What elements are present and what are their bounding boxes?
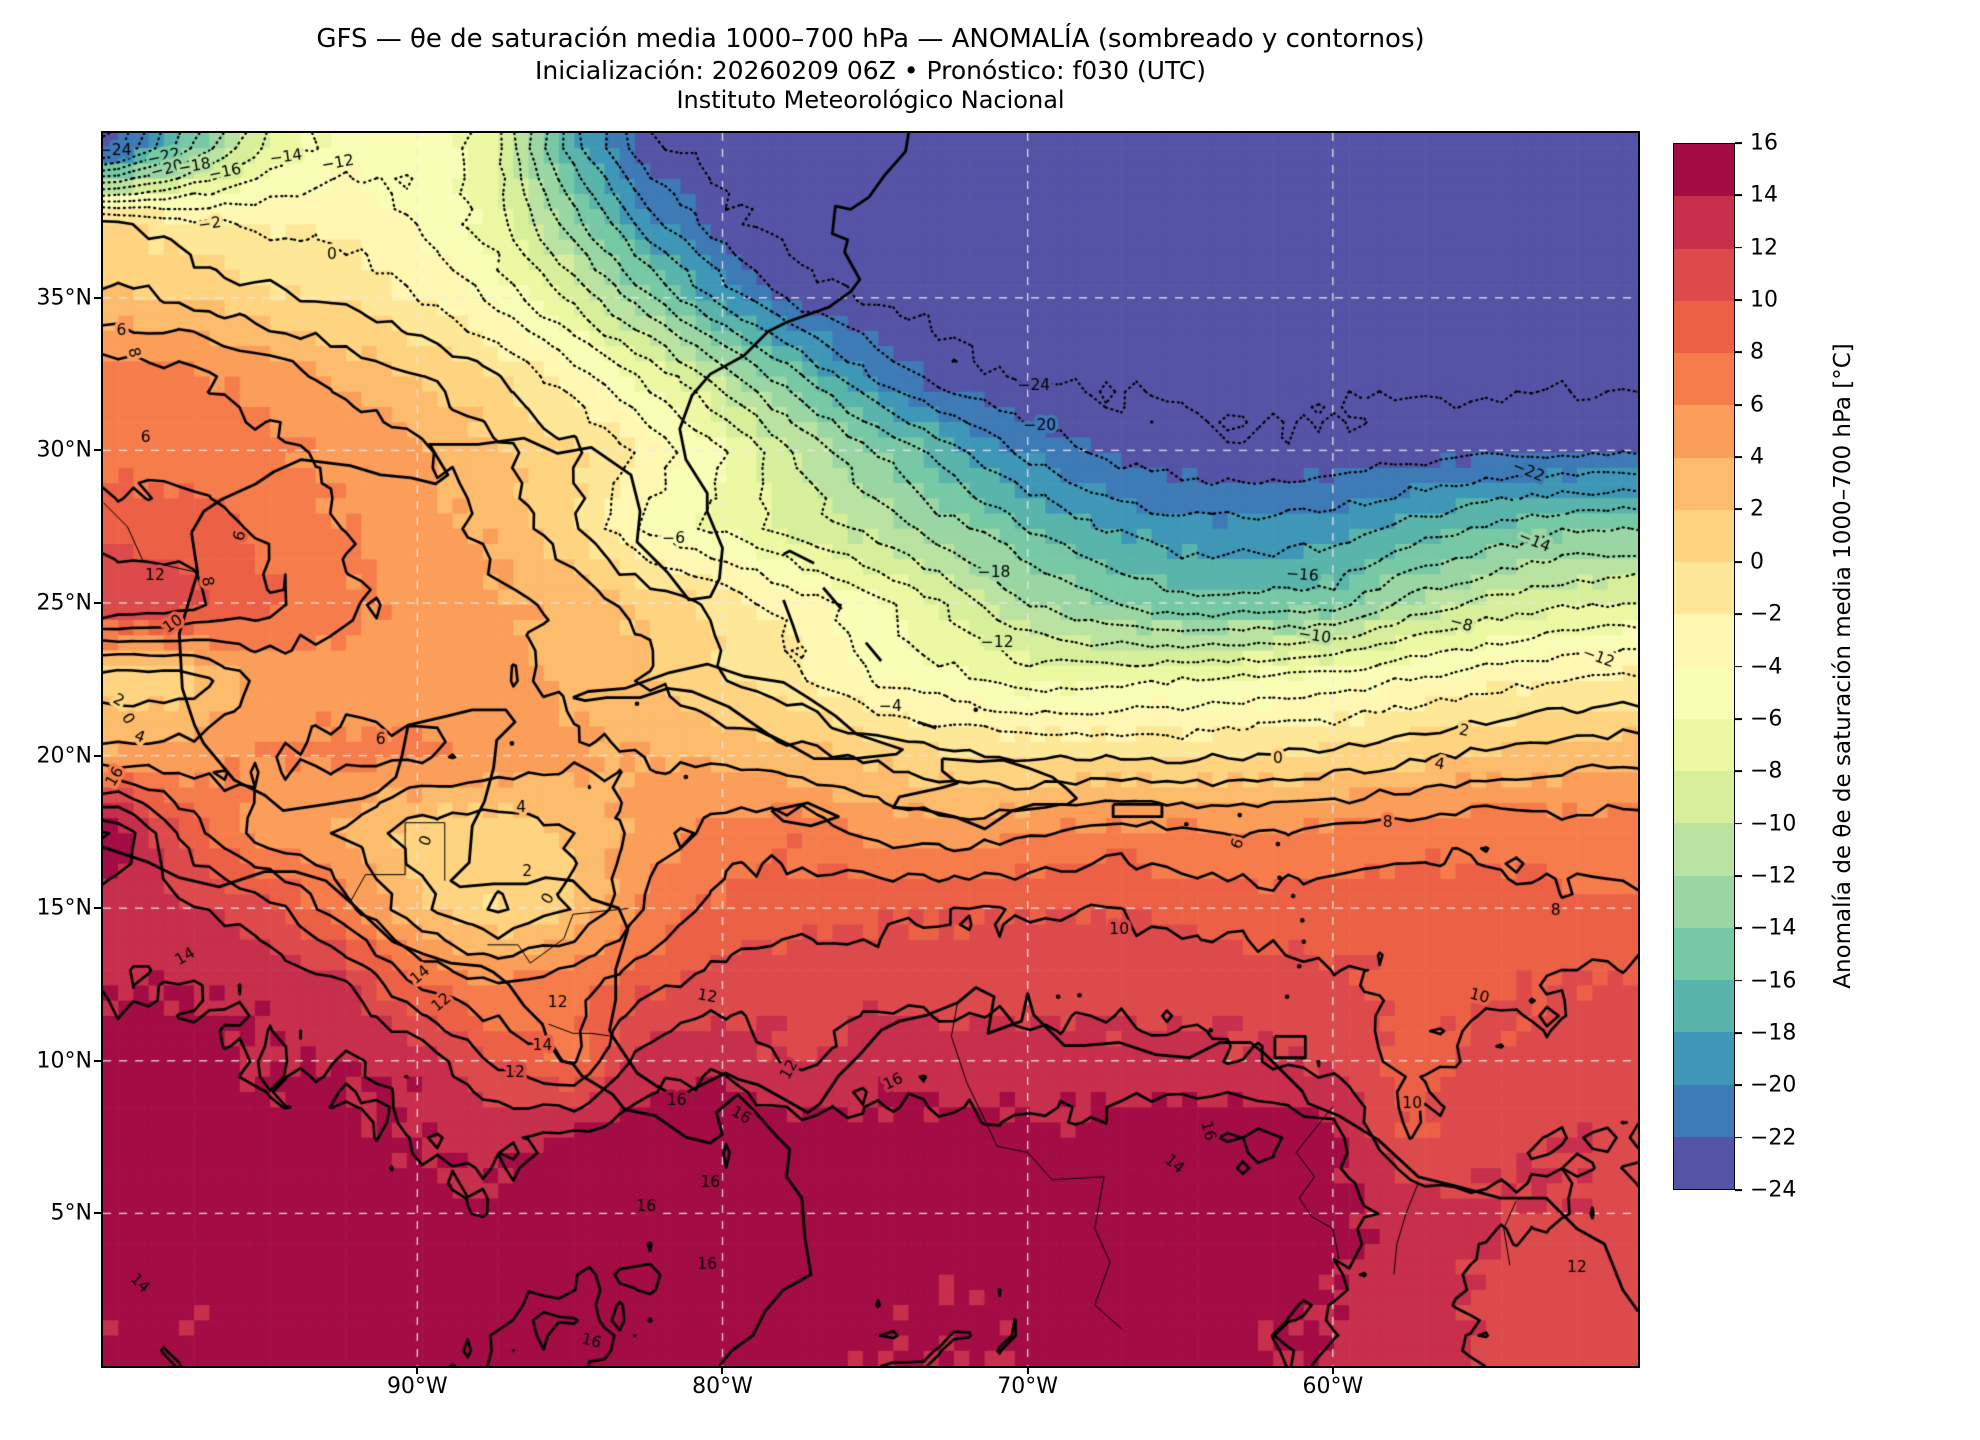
colorbar-tick-mark [1735,403,1742,406]
colorbar-tick-label--16: −16 [1750,968,1797,994]
colorbar-tick-label--6: −6 [1750,706,1783,732]
x-tick-mark [1026,1366,1029,1374]
y-tick-label-20N: 20°N [36,743,92,769]
y-tick-label-35N: 35°N [36,285,92,311]
y-tick-mark [94,602,102,604]
colorbar-band-4-to-6 [1674,405,1734,458]
colorbar-tick-mark [1735,665,1742,668]
colorbar-band-6-to-8 [1674,353,1734,406]
colorbar-tick-mark [1735,1136,1742,1139]
colorbar-tick-label--20: −20 [1750,1072,1797,1098]
colorbar-tick-label--10: −10 [1750,811,1797,837]
colorbar-tick-label-8: 8 [1750,339,1764,365]
colorbar-tick-mark [1735,299,1742,301]
y-tick-mark [94,449,102,452]
colorbar-tick-mark [1735,456,1742,458]
colorbar-tick-label-16: 16 [1750,130,1778,156]
colorbar-tick-mark [1735,717,1742,720]
colorbar-band-0-to-2 [1674,509,1734,562]
y-tick-mark [94,754,102,757]
y-tick-label-30N: 30°N [36,437,92,463]
colorbar-tick-label--18: −18 [1750,1020,1797,1046]
y-tick-mark [94,1059,102,1062]
colorbar-band-10-to-12 [1674,248,1734,301]
colorbar-tick-mark [1735,770,1742,773]
colorbar-tick-label--14: −14 [1750,915,1797,941]
colorbar-tick-mark [1735,560,1742,563]
colorbar-band--10-to--8 [1674,771,1734,824]
colorbar-band-12-to-14 [1674,196,1734,249]
y-tick-label-5N: 5°N [50,1200,92,1226]
colorbar-tick-label-12: 12 [1750,235,1778,261]
y-tick-label-10N: 10°N [36,1048,92,1074]
colorbar-tick-mark [1735,246,1742,249]
y-tick-label-25N: 25°N [36,590,92,616]
colorbar-band-8-to-10 [1674,300,1734,353]
x-tick-label-80W: 80°W [692,1374,753,1399]
colorbar-band--22-to--20 [1674,1084,1734,1137]
colorbar-tick-label--2: −2 [1750,601,1783,627]
x-tick-mark [416,1366,419,1374]
colorbar-band--18-to--16 [1674,980,1734,1033]
colorbar-tick-mark [1735,1084,1742,1087]
colorbar [1673,143,1735,1190]
colorbar-tick-mark [1735,874,1742,877]
colorbar-tick-mark [1735,351,1742,354]
colorbar-tick-label-14: 14 [1750,182,1778,208]
y-tick-mark [94,907,102,910]
colorbar-tick-label-10: 10 [1750,287,1778,313]
colorbar-tick-mark [1735,142,1742,144]
colorbar-band--2-to-0 [1674,562,1734,615]
map-axes-frame [101,131,1640,1368]
colorbar-band--6-to--4 [1674,666,1734,719]
y-tick-mark [94,1212,102,1215]
y-tick-label-15N: 15°N [36,895,92,921]
colorbar-tick-mark [1735,194,1742,197]
x-tick-mark [721,1366,724,1374]
colorbar-tick-mark [1735,1032,1742,1034]
colorbar-tick-label-2: 2 [1750,496,1764,522]
figure-institution: Instituto Meteorológico Nacional [676,86,1065,114]
x-tick-label-90W: 90°W [386,1374,448,1399]
colorbar-tick-mark [1735,979,1742,982]
colorbar-tick-label--24: −24 [1750,1177,1797,1203]
colorbar-tick-label-6: 6 [1750,392,1764,418]
colorbar-band--14-to--12 [1674,875,1734,928]
colorbar-tick-mark [1735,1189,1742,1191]
colorbar-tick-label--8: −8 [1750,758,1783,784]
colorbar-tick-label--4: −4 [1750,654,1783,679]
figure-subtitle-init-forecast: Inicialización: 20260209 06Z • Pronóstic… [535,56,1206,85]
colorbar-tick-mark [1735,822,1742,825]
colorbar-band-14-to-16 [1674,144,1734,197]
x-tick-mark [1331,1366,1334,1374]
colorbar-tick-label-4: 4 [1750,444,1764,470]
colorbar-tick-label--22: −22 [1750,1125,1797,1151]
colorbar-axis-label: Anomalía de θe de saturación media 1000–… [1830,343,1856,989]
colorbar-tick-mark [1735,508,1742,511]
colorbar-band--24-to--22 [1674,1136,1734,1189]
colorbar-band--4-to--2 [1674,614,1734,667]
colorbar-band--8-to--6 [1674,718,1734,771]
y-tick-mark [94,296,102,299]
x-tick-label-70W: 70°W [997,1374,1059,1399]
colorbar-tick-mark [1735,927,1742,930]
colorbar-band-2-to-4 [1674,457,1734,510]
colorbar-tick-label-0: 0 [1750,549,1764,575]
colorbar-band--20-to--18 [1674,1032,1734,1085]
anomaly-filled-contour-map-canvas [103,133,1638,1366]
colorbar-tick-mark [1735,613,1742,616]
x-tick-label-60W: 60°W [1302,1374,1364,1399]
colorbar-band--16-to--14 [1674,927,1734,980]
colorbar-band--12-to--10 [1674,823,1734,876]
colorbar-tick-label--12: −12 [1750,863,1797,889]
figure-title: GFS — θe de saturación media 1000–700 hP… [316,24,1425,54]
